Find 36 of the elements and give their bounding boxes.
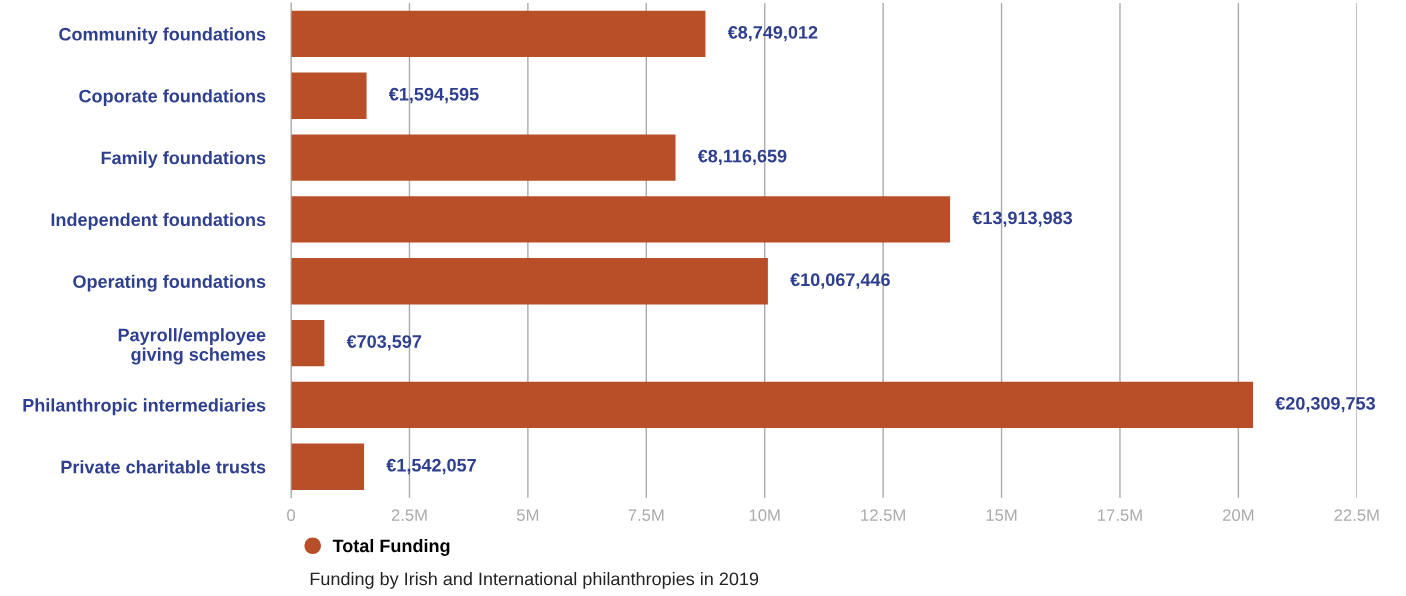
y-tick-label: Payroll/employee giving schemes [118, 328, 266, 365]
data-label: €8,116,659 [697, 149, 787, 166]
y-tick-label: Family foundations [101, 151, 266, 168]
x-tick-label: 7.5M [628, 509, 664, 522]
x-tick-label: 10M [749, 509, 780, 522]
x-tick-label: 17.5M [1098, 509, 1142, 522]
bar [291, 10, 706, 58]
legend-label: Total Funding [332, 539, 450, 556]
x-tick-label: 5M [516, 509, 539, 522]
data-label: €20,309,753 [1275, 396, 1376, 413]
bar [291, 72, 367, 119]
x-tick-label: 20M [1223, 509, 1254, 522]
x-tick-label: 22.5M [1334, 509, 1379, 522]
bar [291, 258, 768, 305]
bar [291, 381, 1254, 429]
x-tick-label: 0 [287, 509, 296, 522]
bar [291, 319, 325, 367]
y-tick-label: Coporate foundations [79, 89, 266, 107]
y-tick-label: Private charitable trusts [61, 460, 266, 474]
data-label: €13,913,983 [972, 211, 1073, 227]
y-tick-label: Community foundations [59, 27, 266, 45]
data-label: €8,749,012 [727, 25, 818, 42]
y-tick-label: Operating foundations [73, 274, 266, 292]
x-tick-label: 2.5M [391, 509, 427, 522]
bar [291, 196, 951, 243]
y-tick-label: Independent foundations [51, 212, 266, 230]
data-label: €703,597 [346, 335, 422, 351]
y-tick-label: Philanthropic intermediaries [23, 398, 266, 416]
x-tick-label: 12.5M [861, 509, 905, 522]
bar [291, 443, 365, 490]
x-tick-label: 15M [986, 509, 1017, 522]
data-label: €10,067,446 [790, 273, 890, 289]
text: Funding by Irish and International philanthropies in 2019 [310, 572, 759, 589]
data-label: €1,594,595 [388, 87, 479, 104]
bar [291, 134, 676, 181]
data-label: €1,542,057 [386, 458, 476, 475]
